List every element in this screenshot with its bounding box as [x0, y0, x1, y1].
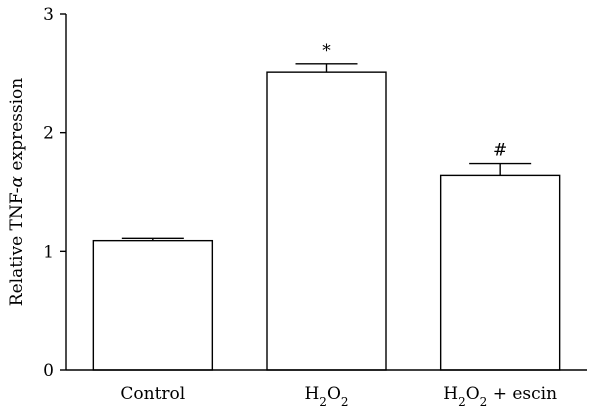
axes-group	[65, 14, 587, 371]
annotations-group: *#	[322, 41, 507, 161]
bar-2	[266, 71, 387, 371]
error-bars-group	[121, 63, 532, 241]
bar-3	[439, 174, 561, 371]
bars-group	[92, 71, 561, 371]
y-tick-label-0: 0	[43, 361, 54, 381]
y-tick-label-3: 3	[43, 5, 54, 25]
y-tick-label-1: 1	[43, 242, 54, 262]
significance-marker-3: #	[493, 141, 507, 161]
x-category-label-3: H2O2 + escin	[443, 384, 557, 409]
y-tick-label-2: 2	[43, 124, 54, 144]
y-ticks-group: 0 1 2 3	[43, 5, 66, 381]
x-category-label-1: Control	[120, 384, 185, 404]
significance-marker-2: *	[322, 41, 331, 61]
x-labels-group: Control H2O2 H2O2 + escin	[120, 384, 557, 409]
x-category-label-2: H2O2	[304, 384, 348, 409]
bar-1	[92, 239, 214, 371]
y-axis-title: Relative TNF-α expression	[7, 78, 27, 306]
